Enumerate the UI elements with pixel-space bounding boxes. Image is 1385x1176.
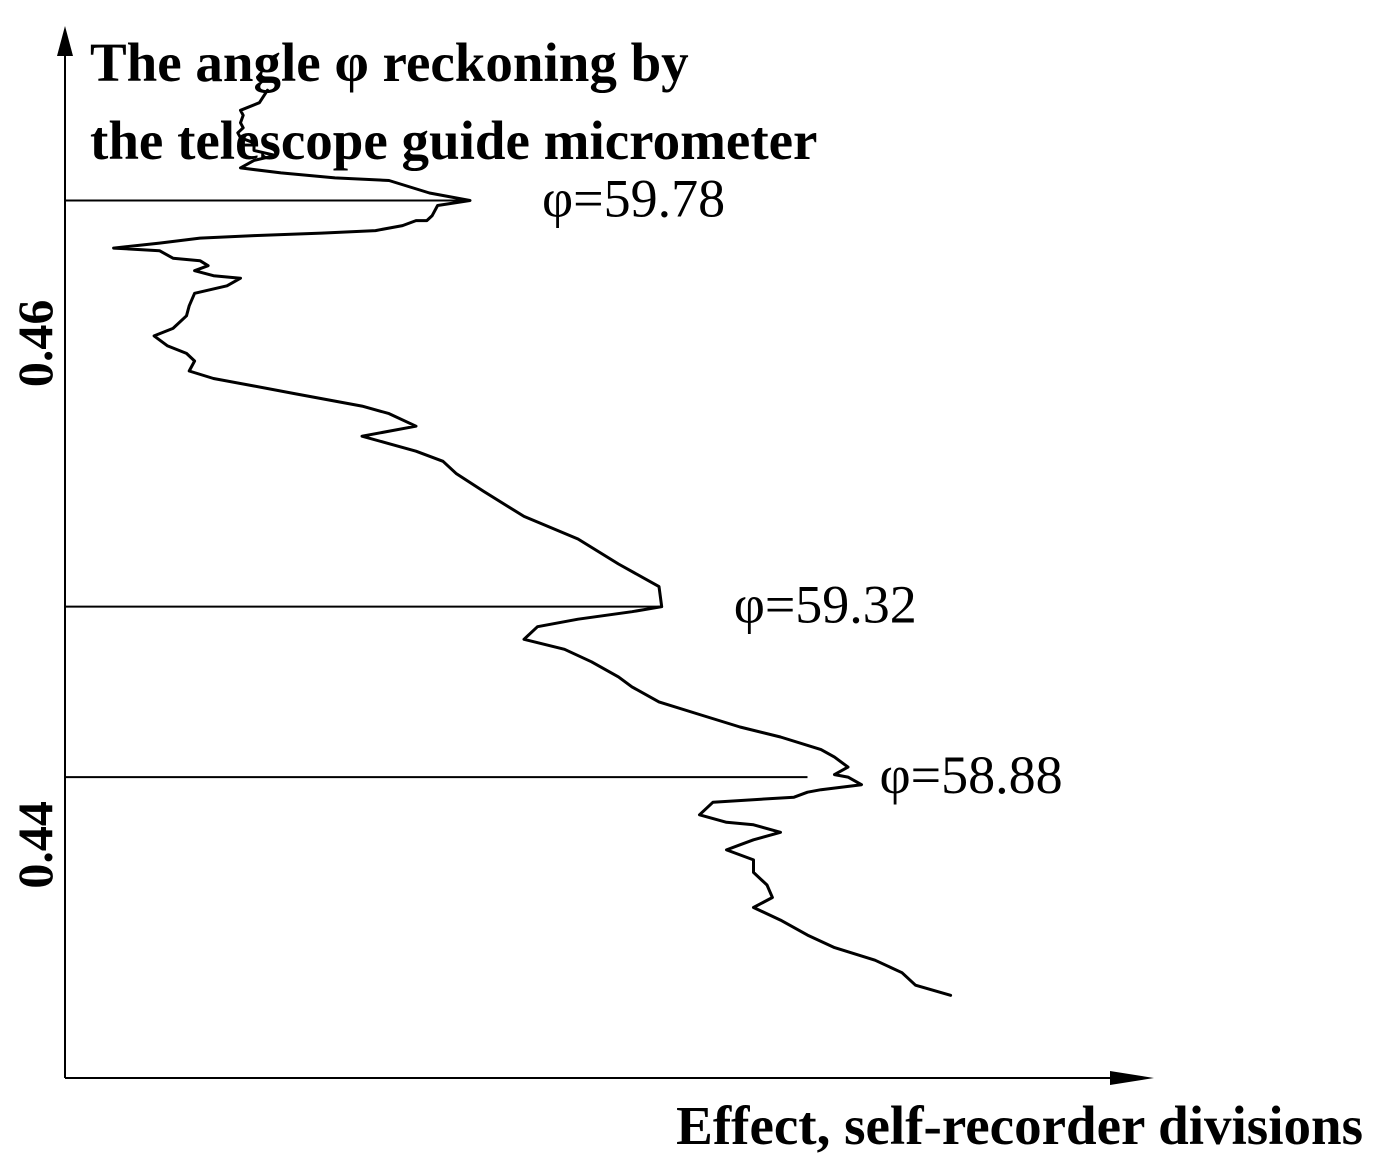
x-axis-arrow-icon xyxy=(1110,1071,1154,1085)
series-layer xyxy=(112,88,953,997)
y-tick-label-1: 0.46 xyxy=(7,300,63,388)
peak-label-1: φ=59.32 xyxy=(734,575,917,635)
chart-title-line-1: The angle φ reckoning by xyxy=(90,32,689,93)
peak-label-0: φ=59.78 xyxy=(542,169,725,229)
y-tick-labels: 0.44 0.46 xyxy=(7,300,63,889)
peak-labels: φ=59.78 φ=59.32 φ=58.88 xyxy=(542,169,1063,806)
x-axis-label: Effect, self-recorder divisions xyxy=(676,1095,1363,1156)
y-axis-arrow-icon xyxy=(57,26,73,56)
peak-label-2: φ=58.88 xyxy=(880,745,1063,805)
series-line-0 xyxy=(112,88,953,997)
chart-title-line-2: the telescope guide micrometer xyxy=(90,110,818,171)
y-tick-label-0: 0.44 xyxy=(7,801,63,889)
peak-marker-lines xyxy=(65,199,808,779)
axes xyxy=(57,26,1154,1085)
